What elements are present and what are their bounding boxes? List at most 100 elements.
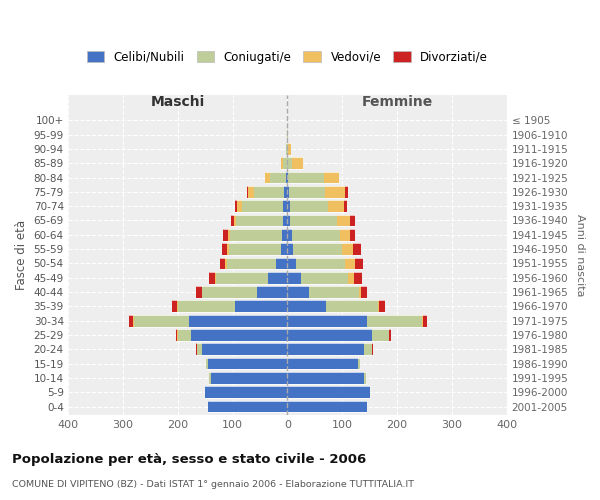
Bar [287, 200, 290, 212]
Bar [188, 315, 287, 326]
Bar [287, 286, 309, 298]
Bar [340, 229, 350, 240]
Bar [227, 244, 229, 255]
Bar [287, 158, 292, 169]
Bar [324, 172, 340, 183]
Bar [289, 172, 324, 183]
Bar [287, 229, 292, 240]
Text: COMUNE DI VIPITENO (BZ) - Dati ISTAT 1° gennaio 2006 - Elaborazione TUTTITALIA.I: COMUNE DI VIPITENO (BZ) - Dati ISTAT 1° … [12, 480, 414, 489]
Bar [287, 344, 364, 355]
Bar [350, 229, 355, 240]
Bar [287, 172, 289, 183]
Bar [287, 244, 293, 255]
Bar [287, 386, 370, 398]
Bar [202, 286, 257, 298]
Bar [233, 214, 236, 226]
Bar [247, 186, 248, 198]
Bar [209, 272, 215, 283]
Bar [326, 300, 378, 312]
Bar [281, 244, 287, 255]
Text: Popolazione per età, sesso e stato civile - 2006: Popolazione per età, sesso e stato civil… [12, 452, 366, 466]
Bar [346, 186, 348, 198]
Bar [358, 358, 360, 370]
Bar [178, 300, 235, 312]
Bar [287, 329, 373, 341]
Bar [134, 315, 188, 326]
Bar [286, 143, 287, 155]
Bar [364, 344, 373, 355]
Bar [283, 158, 287, 169]
Bar [235, 200, 238, 212]
Bar [283, 200, 287, 212]
Bar [211, 372, 287, 384]
Bar [287, 315, 367, 326]
Bar [378, 300, 379, 312]
Bar [367, 315, 422, 326]
Bar [226, 258, 227, 270]
Bar [281, 158, 283, 169]
Bar [364, 372, 366, 384]
Bar [355, 258, 363, 270]
Bar [293, 244, 342, 255]
Bar [268, 272, 287, 283]
Bar [248, 186, 254, 198]
Bar [350, 214, 355, 226]
Bar [230, 229, 282, 240]
Bar [296, 258, 345, 270]
Bar [284, 186, 287, 198]
Bar [287, 143, 289, 155]
Text: Maschi: Maschi [151, 94, 205, 108]
Bar [206, 358, 208, 370]
Bar [271, 172, 286, 183]
Bar [254, 186, 284, 198]
Bar [235, 300, 287, 312]
Bar [290, 214, 337, 226]
Bar [423, 315, 427, 326]
Bar [227, 229, 230, 240]
Bar [292, 158, 303, 169]
Bar [287, 358, 358, 370]
Bar [209, 372, 211, 384]
Bar [353, 244, 361, 255]
Y-axis label: Fasce di età: Fasce di età [15, 220, 28, 290]
Bar [172, 300, 177, 312]
Bar [292, 229, 340, 240]
Bar [257, 286, 287, 298]
Bar [347, 272, 354, 283]
Bar [342, 244, 353, 255]
Bar [238, 200, 242, 212]
Bar [287, 300, 326, 312]
Bar [328, 200, 344, 212]
Bar [422, 315, 423, 326]
Bar [289, 186, 325, 198]
Y-axis label: Anni di nascita: Anni di nascita [575, 214, 585, 296]
Bar [290, 200, 328, 212]
Bar [373, 329, 389, 341]
Bar [301, 272, 347, 283]
Bar [287, 400, 367, 412]
Bar [191, 329, 287, 341]
Bar [283, 214, 287, 226]
Bar [229, 244, 281, 255]
Bar [344, 200, 347, 212]
Bar [287, 272, 301, 283]
Bar [379, 300, 385, 312]
Bar [176, 329, 177, 341]
Bar [277, 258, 287, 270]
Bar [287, 186, 289, 198]
Bar [309, 286, 359, 298]
Bar [236, 214, 283, 226]
Bar [345, 258, 355, 270]
Bar [287, 214, 290, 226]
Legend: Celibi/Nubili, Coniugati/e, Vedovi/e, Divorziati/e: Celibi/Nubili, Coniugati/e, Vedovi/e, Di… [82, 46, 493, 68]
Bar [178, 329, 191, 341]
Bar [282, 229, 287, 240]
Bar [242, 200, 283, 212]
Bar [227, 258, 277, 270]
Bar [361, 286, 367, 298]
Bar [337, 214, 350, 226]
Bar [359, 286, 361, 298]
Bar [216, 272, 268, 283]
Bar [286, 172, 287, 183]
Bar [354, 272, 362, 283]
